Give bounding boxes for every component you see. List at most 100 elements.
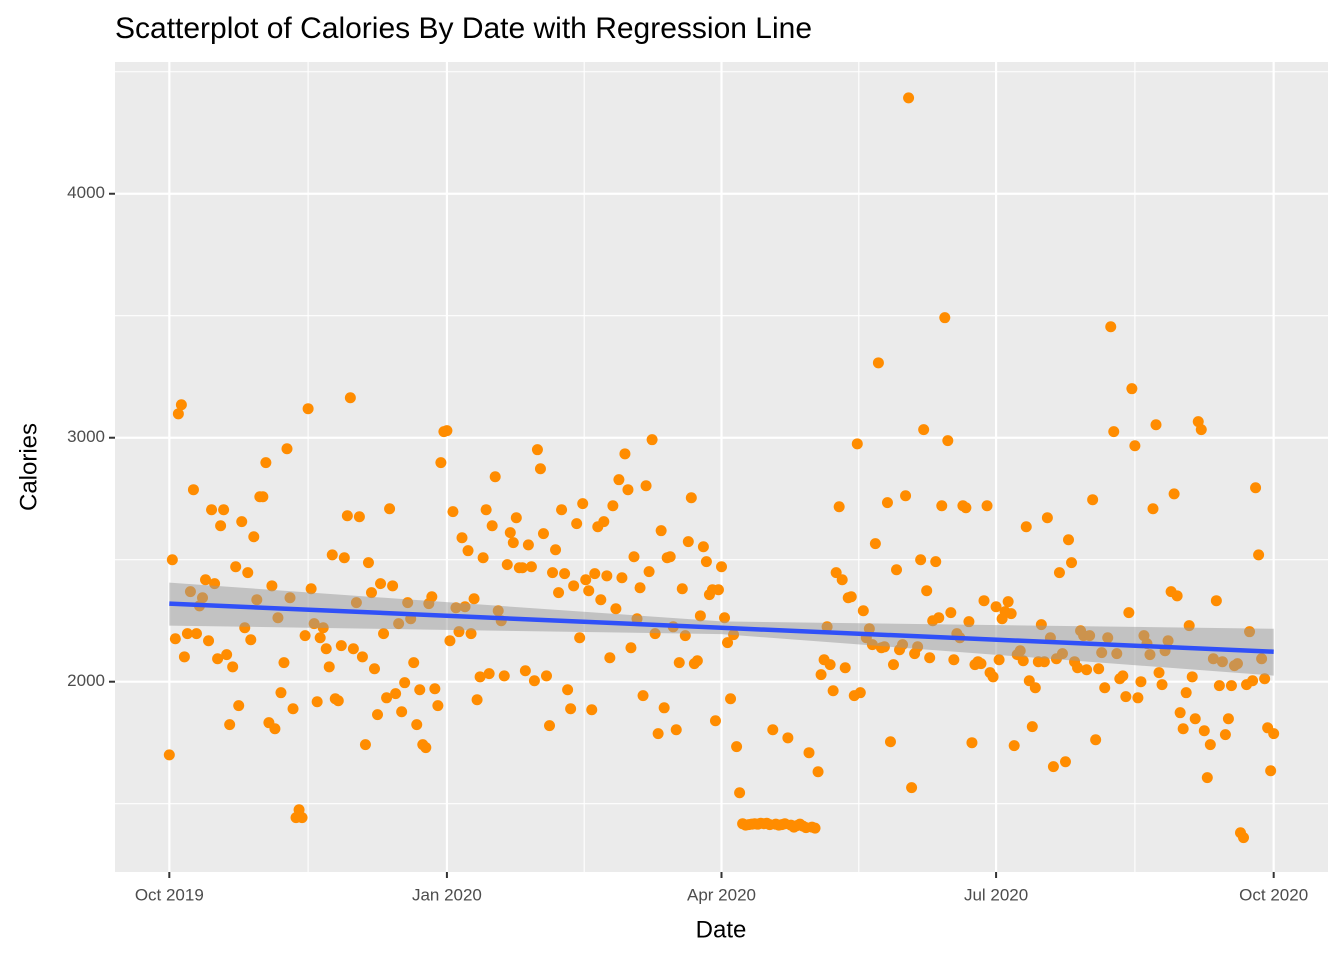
point <box>1253 549 1265 561</box>
point <box>266 580 278 592</box>
y-tick-label: 3000 <box>67 427 105 446</box>
point <box>396 706 408 718</box>
point <box>637 690 649 702</box>
point <box>408 657 420 669</box>
point <box>483 668 495 680</box>
point <box>884 736 896 748</box>
point <box>562 684 574 696</box>
point <box>1201 772 1213 784</box>
point <box>338 552 350 564</box>
point <box>1081 664 1093 676</box>
point <box>1213 680 1225 692</box>
point <box>399 677 411 689</box>
point <box>622 484 634 496</box>
point <box>356 651 368 663</box>
point <box>534 463 546 475</box>
point <box>643 566 655 578</box>
point <box>921 585 933 597</box>
point <box>936 500 948 512</box>
point <box>531 444 543 456</box>
point <box>595 594 607 606</box>
point <box>1268 728 1280 740</box>
point <box>559 568 571 580</box>
point <box>1108 426 1120 438</box>
point <box>613 474 625 486</box>
point <box>1177 723 1189 735</box>
point <box>1195 424 1207 436</box>
point <box>658 702 670 714</box>
point <box>200 574 212 586</box>
point <box>221 649 233 661</box>
point <box>281 443 293 455</box>
point <box>725 693 737 705</box>
point <box>1186 671 1198 683</box>
point <box>824 659 836 671</box>
point <box>833 501 845 513</box>
point <box>646 434 658 446</box>
point <box>181 628 193 640</box>
point <box>498 670 510 682</box>
chart-title: Scatterplot of Calories By Date with Reg… <box>115 12 812 45</box>
point <box>260 457 272 469</box>
point <box>540 670 552 682</box>
point <box>1120 691 1132 703</box>
point <box>245 634 257 646</box>
point <box>945 607 957 619</box>
point <box>987 671 999 683</box>
point <box>368 663 380 675</box>
point <box>960 502 972 514</box>
point <box>625 642 637 654</box>
point <box>652 728 664 740</box>
point <box>414 684 426 696</box>
point <box>610 603 622 615</box>
point <box>296 812 308 824</box>
point <box>435 457 447 469</box>
point <box>501 559 513 571</box>
point <box>568 580 580 592</box>
point <box>1093 663 1105 675</box>
point <box>924 652 936 664</box>
point <box>224 719 236 731</box>
point <box>915 554 927 566</box>
point <box>640 480 652 492</box>
point <box>163 749 175 761</box>
point <box>387 580 399 592</box>
point <box>444 635 456 647</box>
point <box>1026 721 1038 733</box>
point <box>574 632 586 644</box>
point <box>341 510 353 522</box>
point <box>504 527 516 539</box>
point <box>809 822 821 834</box>
point <box>673 657 685 669</box>
y-axis-title: Calories <box>15 423 42 511</box>
point <box>212 653 224 665</box>
point <box>486 520 498 532</box>
point <box>218 504 230 516</box>
point <box>257 491 269 503</box>
point <box>655 525 667 537</box>
point <box>1117 670 1129 682</box>
point <box>1247 675 1259 687</box>
point <box>1204 739 1216 751</box>
point <box>1099 682 1111 694</box>
point <box>1238 832 1250 844</box>
point <box>1063 534 1075 546</box>
y-tick-label: 2000 <box>67 671 105 690</box>
point <box>335 640 347 652</box>
point <box>939 312 951 324</box>
point <box>489 471 501 483</box>
point <box>519 665 531 677</box>
point <box>586 704 598 716</box>
point <box>1222 713 1234 725</box>
point <box>477 552 489 564</box>
point <box>175 399 187 411</box>
point <box>203 635 215 647</box>
point <box>275 687 287 699</box>
point <box>685 492 697 504</box>
point <box>719 612 731 624</box>
point <box>190 628 202 640</box>
point <box>1153 667 1165 679</box>
point <box>903 92 915 104</box>
point <box>966 737 978 749</box>
